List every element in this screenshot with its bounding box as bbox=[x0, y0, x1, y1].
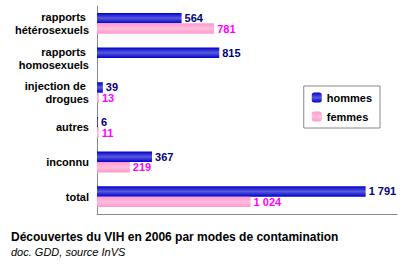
svg-text:781: 781 bbox=[217, 23, 235, 35]
svg-text:1 024: 1 024 bbox=[254, 196, 282, 208]
svg-text:hétérosexuels: hétérosexuels bbox=[15, 24, 89, 36]
svg-text:total: total bbox=[66, 191, 89, 203]
svg-text:13: 13 bbox=[102, 92, 114, 104]
svg-text:rapports: rapports bbox=[41, 46, 89, 58]
svg-text:39: 39 bbox=[105, 81, 119, 94]
svg-text:564: 564 bbox=[185, 12, 204, 24]
svg-text:815: 815 bbox=[222, 47, 240, 59]
svg-text:367: 367 bbox=[155, 151, 173, 163]
svg-text:rapports: rapports bbox=[41, 11, 89, 23]
svg-text:Découvertes du VIH en 2006 par: Découvertes du VIH en 2006 par modes de … bbox=[11, 230, 338, 244]
svg-text:11: 11 bbox=[102, 127, 114, 139]
svg-text:1 791: 1 791 bbox=[369, 185, 397, 197]
svg-text:219: 219 bbox=[133, 161, 151, 173]
svg-text:6: 6 bbox=[100, 116, 107, 129]
svg-text:autres: autres bbox=[56, 121, 89, 133]
svg-text:drogues: drogues bbox=[46, 93, 89, 105]
svg-text:homosexuels: homosexuels bbox=[19, 59, 89, 71]
svg-text:injection de: injection de bbox=[25, 80, 89, 92]
svg-text:hommes: hommes bbox=[327, 92, 372, 104]
svg-text:doc. GDD, source InVS: doc. GDD, source InVS bbox=[11, 246, 126, 258]
svg-text:femmes: femmes bbox=[327, 111, 369, 123]
svg-text:inconnu: inconnu bbox=[46, 156, 89, 168]
